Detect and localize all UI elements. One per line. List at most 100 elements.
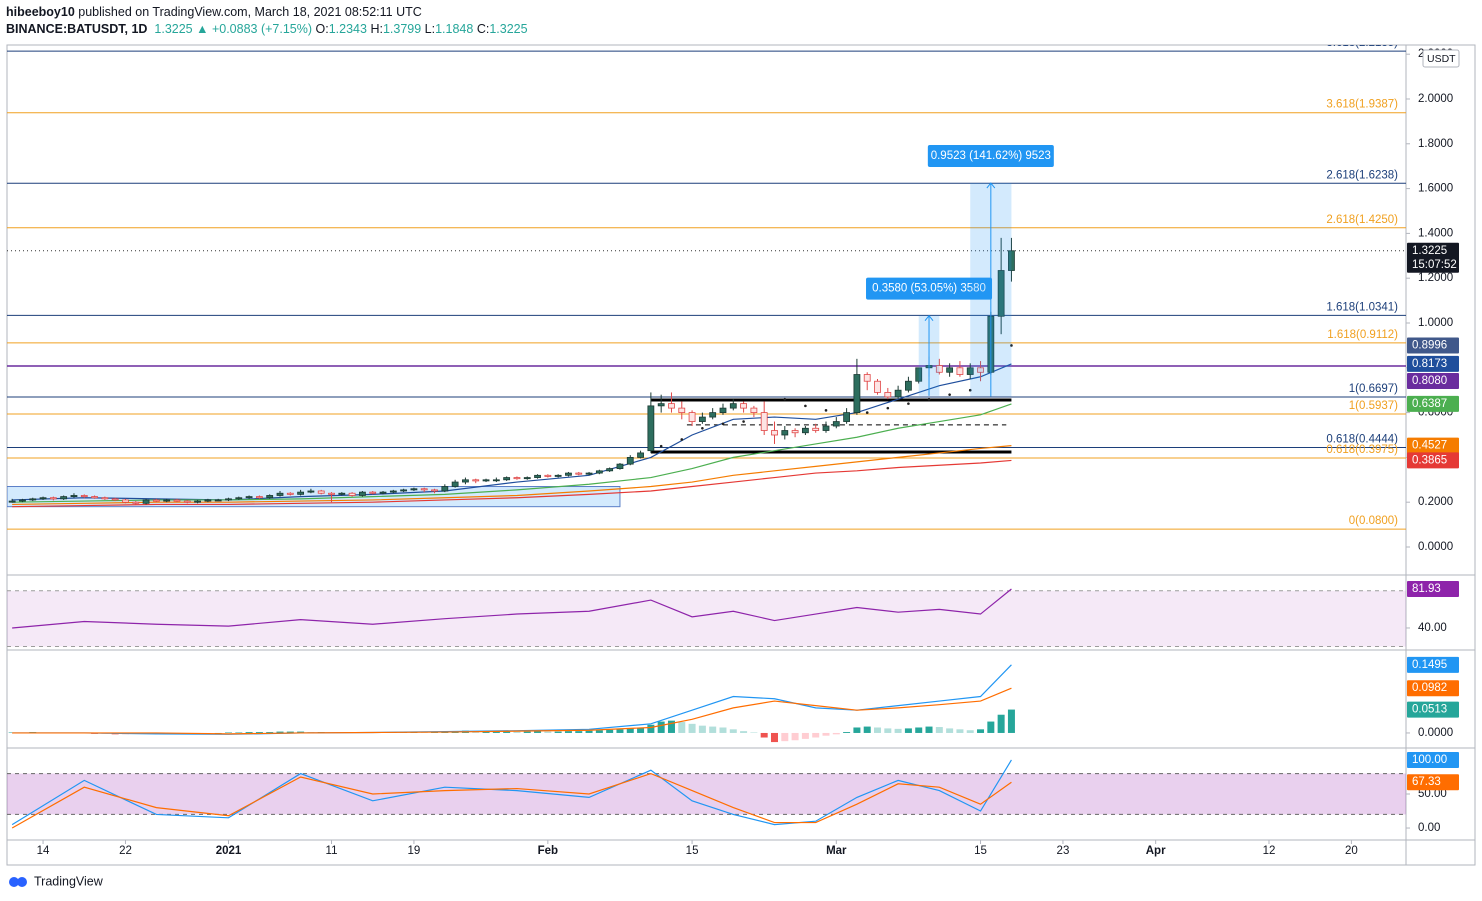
ohlc-value: 1.1848 [435, 22, 474, 36]
histogram-bar [843, 732, 851, 733]
candle-body [482, 479, 490, 482]
indicator-line [12, 459, 1012, 508]
price-tag-label: 1.3225 [1412, 245, 1447, 257]
price-tag-label: 0.1495 [1412, 659, 1447, 671]
candle-body [513, 477, 521, 480]
candle-body [266, 495, 274, 499]
candle-body [637, 452, 644, 458]
symbol: BINANCE:BATUSDT, 1D [6, 22, 148, 36]
price-tag [1407, 701, 1459, 718]
x-tick-label: Mar [826, 845, 847, 857]
candle-body [39, 497, 47, 500]
histogram-bar [626, 728, 634, 733]
author[interactable]: hibeeboy10 [6, 5, 75, 19]
candle-body [70, 495, 78, 497]
candle-body [863, 374, 871, 382]
symbol-line: BINANCE:BATUSDT, 1D 1.3225 ▲ +0.0883 (+7… [6, 21, 528, 38]
candle-body [451, 481, 459, 487]
candle-body [801, 427, 809, 434]
histogram-bar [575, 731, 583, 733]
candle-body [410, 488, 418, 491]
sar-dot [1010, 344, 1013, 347]
price-tag-label: 67.33 [1412, 776, 1441, 788]
histogram-bar [791, 732, 799, 741]
ohlc-value: 1.3225 [489, 22, 528, 36]
histogram-bar [987, 721, 995, 733]
histogram-bar [832, 732, 840, 735]
sar-dot [907, 402, 910, 405]
histogram-bar [946, 728, 954, 733]
candle-body [286, 492, 294, 495]
fib-label: 1.618(1.0341) [1326, 301, 1398, 313]
brand[interactable]: TradingView [9, 874, 104, 888]
candle-body [8, 500, 16, 503]
x-tick-label: 14 [37, 845, 50, 857]
y-tick-label: 1.8000 [1418, 138, 1453, 150]
price-tag [1407, 395, 1459, 412]
price-tag-label: 0.8080 [1412, 375, 1447, 387]
indicator-line [12, 588, 1012, 629]
ohlc-key: L: [424, 22, 436, 36]
price-tag [1407, 774, 1459, 791]
histogram-bar [657, 721, 665, 733]
candle-body [853, 374, 861, 413]
histogram-bar [286, 731, 294, 733]
candle-body [709, 412, 717, 418]
sar-dot [824, 409, 828, 412]
change: ▲ +0.0883 (+7.15%) [196, 22, 313, 36]
histogram-bar [770, 732, 778, 743]
candle-body [245, 496, 253, 499]
y-tick-label: 40.00 [1418, 622, 1447, 634]
histogram-bar [276, 731, 284, 733]
candle-body [173, 499, 181, 502]
candle-body [389, 490, 397, 493]
fib-label: 0.618(0.4444) [1326, 433, 1398, 445]
candle-body [214, 499, 222, 502]
price-tag-label: 0.6387 [1412, 398, 1447, 410]
price-tag [1407, 452, 1459, 469]
sar-dot [948, 393, 951, 396]
candle-body [894, 389, 902, 398]
publish-line: hibeeboy10 published on TradingView.com,… [6, 4, 528, 21]
price-tag-label: 0.4527 [1412, 440, 1447, 452]
histogram-bar [245, 732, 253, 733]
histogram-bar [224, 732, 232, 734]
measure-label: 0.3580 (53.05%) 3580 [872, 283, 986, 295]
candle-body [771, 430, 778, 436]
candle-body [832, 421, 840, 427]
x-tick-label: 12 [1263, 845, 1276, 857]
fib-label: 2.618(1.4250) [1326, 214, 1398, 226]
sar-dot [680, 438, 684, 441]
x-tick-label: 22 [119, 845, 132, 857]
histogram-bar [235, 732, 243, 734]
candle-body [359, 491, 366, 496]
countdown: 15:07:52 [1412, 259, 1457, 271]
candle-body [657, 403, 665, 407]
currency-box [1422, 49, 1460, 68]
y-tick-label: 2.0000 [1418, 93, 1453, 105]
ohlc-value: 1.2343 [328, 22, 367, 36]
candle-body [966, 367, 974, 375]
histogram-bar [719, 727, 727, 733]
candle-body [91, 496, 98, 499]
histogram-bar [503, 731, 511, 733]
histogram-bar [513, 731, 521, 733]
fib-label: 2.618(1.6238) [1326, 169, 1398, 181]
candle-body [163, 499, 171, 502]
y-tick-label: 1.4000 [1418, 227, 1453, 239]
histogram-bar [698, 725, 706, 733]
candle-body [977, 367, 984, 373]
candle-body [29, 498, 37, 501]
candle-body [997, 270, 1005, 317]
sar-dot [886, 406, 890, 410]
candle-body [348, 492, 356, 496]
candle-body [194, 500, 201, 503]
histogram-bar [637, 727, 645, 733]
indicator-line [12, 363, 1012, 501]
price-tag-label: 0.8173 [1412, 358, 1447, 370]
histogram-bar [740, 731, 748, 733]
measure-arrow [986, 182, 996, 397]
price-tag [1407, 656, 1459, 673]
candle-body [1008, 250, 1015, 271]
histogram-bar [894, 728, 902, 733]
